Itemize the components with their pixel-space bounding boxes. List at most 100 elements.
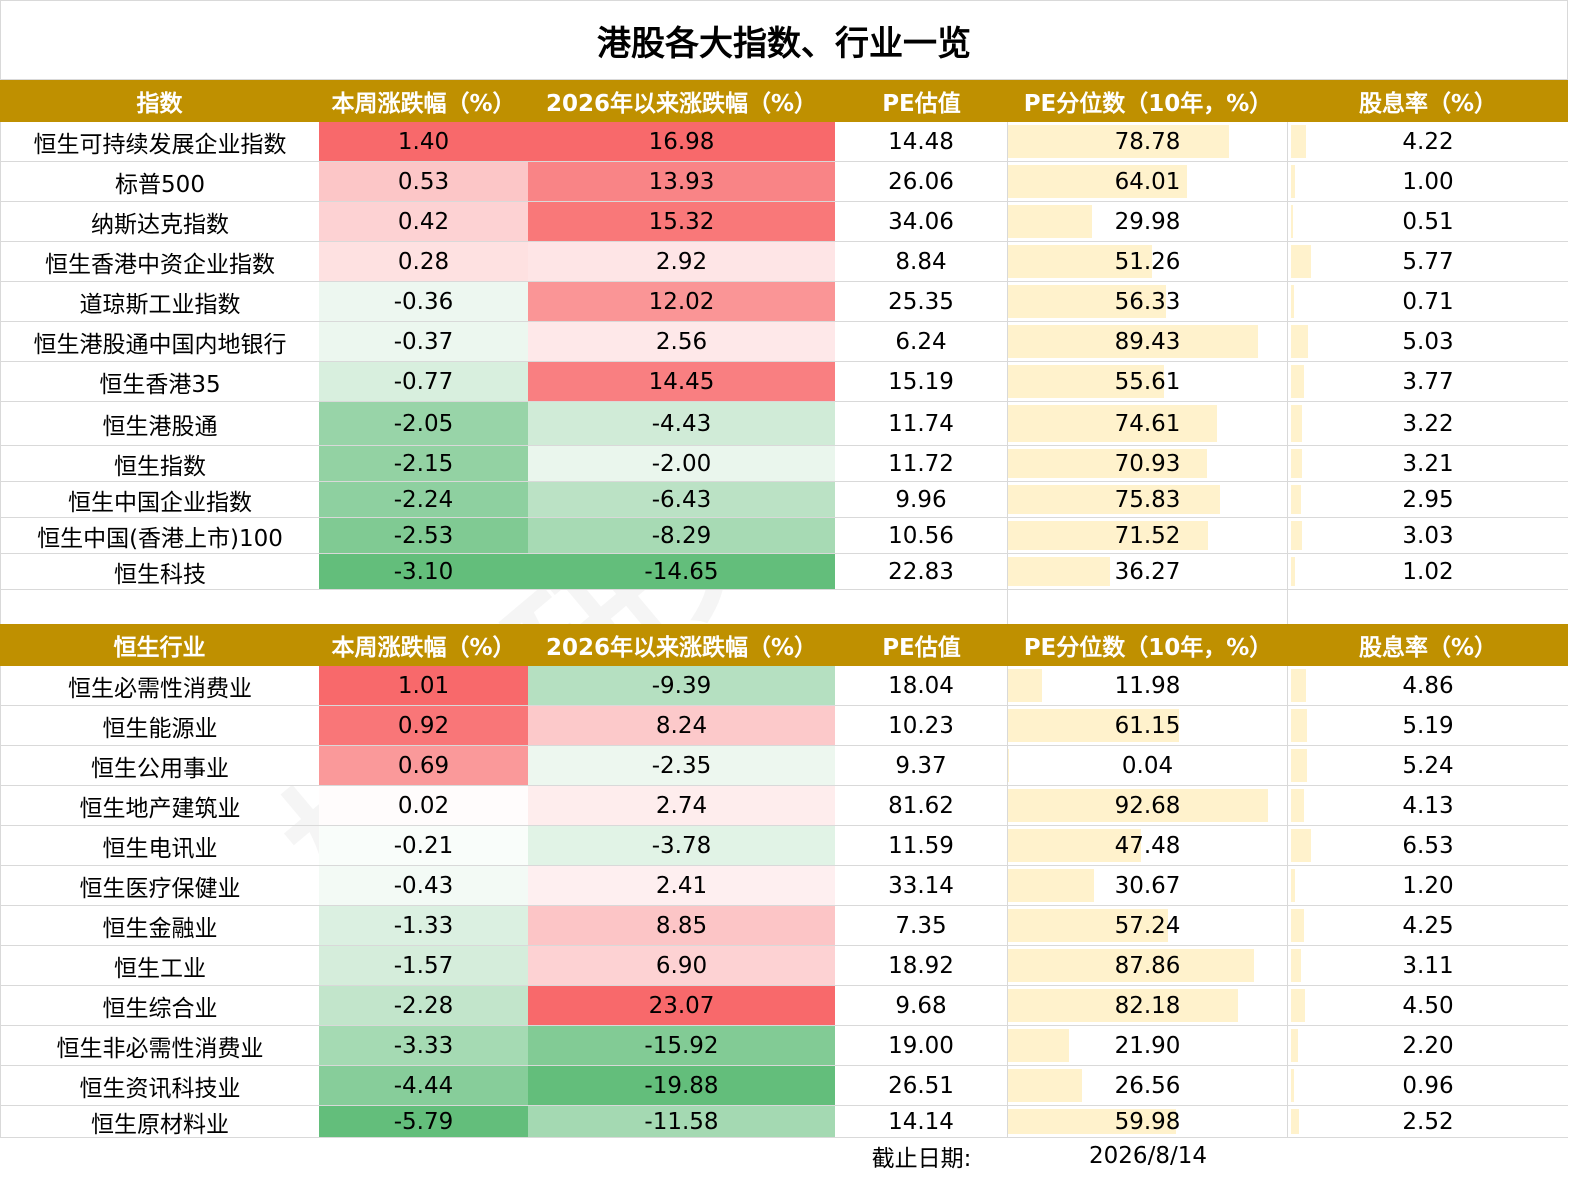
pe-percentile-bar (1008, 245, 1152, 278)
dividend-yield-bar (1291, 485, 1302, 514)
table-row: 恒生非必需性消费业 -3.33 -15.92 19.00 21.90 2.20 (0, 1026, 1568, 1066)
pe-percentile-cell: 64.01 (1008, 162, 1288, 201)
week-change-cell: 1.01 (319, 666, 528, 705)
pe-percentile-cell: 61.15 (1008, 706, 1288, 745)
dividend-yield-bar (1291, 165, 1295, 198)
pe-cell: 14.48 (835, 122, 1008, 161)
pe-percentile-cell: 26.56 (1008, 1066, 1288, 1105)
row-name: 恒生非必需性消费业 (0, 1026, 319, 1065)
row-name: 恒生港股通中国内地银行 (0, 322, 319, 361)
pe-percentile-bar (1008, 125, 1229, 158)
row-name: 恒生资讯科技业 (0, 1066, 319, 1105)
pe-percentile-bar (1008, 449, 1207, 478)
pe-percentile-cell: 89.43 (1008, 322, 1288, 361)
pe-percentile-cell: 71.52 (1008, 518, 1288, 553)
index-table-header: 指数 本周涨跌幅（%） 2026年以来涨跌幅（%） PE估值 PE分位数（10年… (0, 80, 1568, 122)
table-row: 恒生可持续发展企业指数 1.40 16.98 14.48 78.78 4.22 (0, 122, 1568, 162)
pe-cell: 19.00 (835, 1026, 1008, 1065)
dividend-yield-cell: 4.86 (1288, 666, 1568, 705)
dividend-yield-bar (1291, 909, 1304, 942)
pe-percentile-cell: 87.86 (1008, 946, 1288, 985)
ytd-change-cell: -19.88 (528, 1066, 835, 1105)
pe-percentile-bar (1008, 557, 1110, 586)
row-name: 道琼斯工业指数 (0, 282, 319, 321)
dividend-yield-cell: 0.71 (1288, 282, 1568, 321)
week-change-cell: -4.44 (319, 1066, 528, 1105)
week-change-cell: -2.05 (319, 402, 528, 445)
pe-cell: 15.19 (835, 362, 1008, 401)
dividend-yield-bar (1291, 205, 1293, 238)
dividend-yield-cell: 2.20 (1288, 1026, 1568, 1065)
week-change-cell: -0.43 (319, 866, 528, 905)
index-table-body: 恒生可持续发展企业指数 1.40 16.98 14.48 78.78 4.22 标普500 0… (0, 122, 1568, 590)
footer: 截止日期: 2026/8/14 (0, 1136, 1568, 1176)
pe-percentile-cell: 70.93 (1008, 446, 1288, 481)
dividend-yield-cell: 3.21 (1288, 446, 1568, 481)
pe-percentile-bar (1008, 405, 1217, 442)
pe-percentile-cell: 59.98 (1008, 1106, 1288, 1137)
ytd-change-cell: 23.07 (528, 986, 835, 1025)
dividend-yield-cell: 6.53 (1288, 826, 1568, 865)
header-pe: PE估值 (882, 91, 961, 117)
pe-cell: 18.92 (835, 946, 1008, 985)
header-ytd-change: 2026年以来涨跌幅（%） (545, 91, 818, 117)
pe-cell: 9.37 (835, 746, 1008, 785)
pe-cell: 26.51 (835, 1066, 1008, 1105)
row-name: 恒生科技 (0, 554, 319, 589)
ytd-change-cell: 2.74 (528, 786, 835, 825)
week-change-cell: 0.42 (319, 202, 528, 241)
ytd-change-cell: -14.65 (528, 554, 835, 589)
week-change-cell: 0.02 (319, 786, 528, 825)
ytd-change-cell: 16.98 (528, 122, 835, 161)
header-dividend-yield: 股息率（%） (1358, 635, 1498, 661)
table-row: 恒生香港35 -0.77 14.45 15.19 55.61 3.77 (0, 362, 1568, 402)
table-row: 恒生地产建筑业 0.02 2.74 81.62 92.68 4.13 (0, 786, 1568, 826)
pe-cell: 9.68 (835, 986, 1008, 1025)
pe-cell: 26.06 (835, 162, 1008, 201)
week-change-cell: -3.10 (319, 554, 528, 589)
header-pe: PE估值 (882, 635, 961, 661)
row-name: 恒生能源业 (0, 706, 319, 745)
row-name: 恒生指数 (0, 446, 319, 481)
pe-percentile-bar (1008, 909, 1169, 942)
footer-date: 2026/8/14 (1089, 1143, 1207, 1169)
pe-percentile-bar (1008, 949, 1254, 982)
header-pe-percentile: PE分位数（10年，%） (1023, 635, 1273, 661)
dividend-yield-bar (1291, 1109, 1299, 1134)
ytd-change-cell: 2.56 (528, 322, 835, 361)
ytd-change-cell: 2.41 (528, 866, 835, 905)
week-change-cell: 0.53 (319, 162, 528, 201)
pe-percentile-cell: 36.27 (1008, 554, 1288, 589)
week-change-cell: -2.53 (319, 518, 528, 553)
pe-percentile-bar (1008, 485, 1221, 514)
week-change-cell: -3.33 (319, 1026, 528, 1065)
dividend-yield-bar (1291, 669, 1306, 702)
pe-percentile-bar (1008, 829, 1141, 862)
pe-percentile-bar (1008, 285, 1166, 318)
pe-percentile-bar (1008, 669, 1042, 702)
ytd-change-cell: -2.00 (528, 446, 835, 481)
table-row: 恒生指数 -2.15 -2.00 11.72 70.93 3.21 (0, 446, 1568, 482)
index-table: 指数 本周涨跌幅（%） 2026年以来涨跌幅（%） PE估值 PE分位数（10年… (0, 80, 1568, 590)
dividend-yield-bar (1291, 1069, 1294, 1102)
pe-percentile-cell: 57.24 (1008, 906, 1288, 945)
pe-percentile-cell: 30.67 (1008, 866, 1288, 905)
table-row: 恒生香港中资企业指数 0.28 2.92 8.84 51.26 5.77 (0, 242, 1568, 282)
dividend-yield-cell: 5.24 (1288, 746, 1568, 785)
row-name: 恒生公用事业 (0, 746, 319, 785)
pe-percentile-bar (1008, 709, 1180, 742)
table-row: 恒生原材料业 -5.79 -11.58 14.14 59.98 2.52 (0, 1106, 1568, 1138)
dividend-yield-cell: 5.19 (1288, 706, 1568, 745)
row-name: 标普500 (0, 162, 319, 201)
table-row: 纳斯达克指数 0.42 15.32 34.06 29.98 0.51 (0, 202, 1568, 242)
table-row: 恒生港股通 -2.05 -4.43 11.74 74.61 3.22 (0, 402, 1568, 446)
dividend-yield-cell: 2.95 (1288, 482, 1568, 517)
dividend-yield-bar (1291, 245, 1311, 278)
ytd-change-cell: -2.35 (528, 746, 835, 785)
pe-percentile-cell: 47.48 (1008, 826, 1288, 865)
pe-percentile-cell: 56.33 (1008, 282, 1288, 321)
week-change-cell: -5.79 (319, 1106, 528, 1137)
dividend-yield-bar (1291, 789, 1304, 822)
dividend-yield-bar (1291, 449, 1303, 478)
table-row: 恒生中国(香港上市)100 -2.53 -8.29 10.56 71.52 3.03 (0, 518, 1568, 554)
